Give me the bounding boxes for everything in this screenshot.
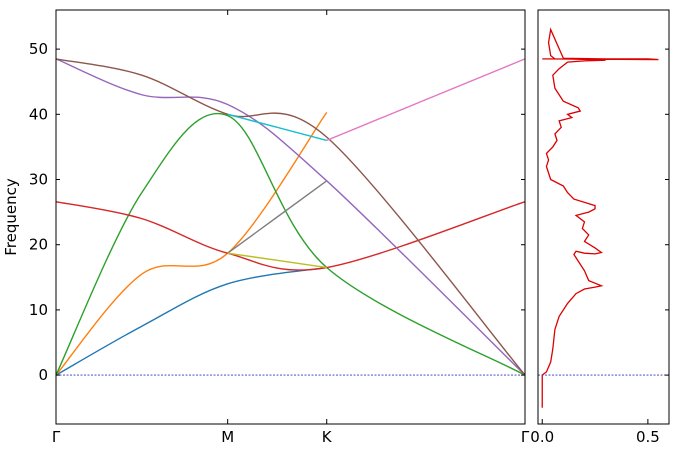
y-tick-label-0: 0 — [38, 366, 48, 384]
band-y-axis: 0 10 20 30 40 50 — [29, 40, 525, 384]
band-series-5 — [55, 58, 526, 376]
band-series-0 — [55, 266, 327, 376]
dos-curve — [541, 27, 659, 408]
band-series-2 — [55, 112, 526, 376]
x-tick-label-1: M — [221, 428, 234, 446]
y-tick-label-4: 40 — [29, 105, 48, 123]
band-series-3 — [55, 200, 526, 271]
dos-panel: 0.0 0.5 — [530, 9, 670, 446]
band-lines — [55, 58, 526, 376]
dos-x-tick-label-1: 0.5 — [636, 428, 660, 446]
y-tick-label-5: 50 — [29, 40, 48, 58]
dos-x-axis: 0.0 0.5 — [530, 48, 669, 446]
y-tick-label-1: 10 — [29, 301, 48, 319]
y-tick-label-2: 20 — [29, 236, 48, 254]
x-tick-label-0: Γ — [52, 428, 61, 446]
band-plot-frame — [55, 9, 526, 425]
dos-x-tick-label-0: 0.0 — [530, 428, 554, 446]
x-tick-label-2: K — [322, 428, 333, 446]
band-series-6 — [326, 58, 526, 142]
band-structure-panel: 0 10 20 30 40 50 Γ M K Γ Frequency — [2, 9, 530, 446]
x-tick-label-3: Γ — [521, 428, 530, 446]
band-series-9 — [227, 113, 327, 142]
band-series-1 — [55, 111, 328, 376]
band-series-7 — [227, 180, 328, 254]
band-series-8 — [227, 252, 327, 269]
dos-plot-frame — [537, 9, 670, 425]
band-series-4 — [55, 58, 526, 376]
y-tick-label-3: 30 — [29, 171, 48, 189]
y-axis-title: Frequency — [2, 178, 20, 256]
